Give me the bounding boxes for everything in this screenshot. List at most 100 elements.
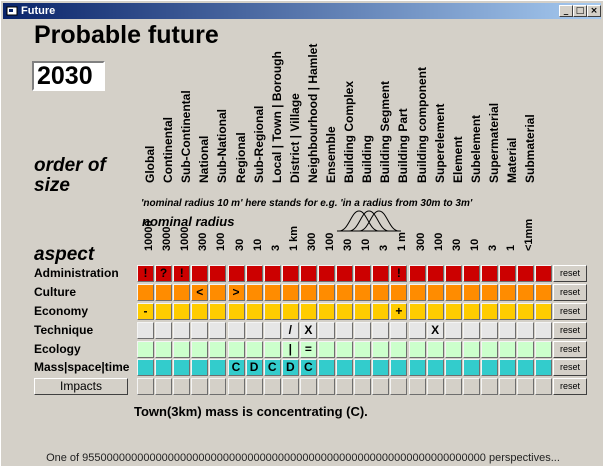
grid-cell[interactable] [372,284,390,301]
grid-cell[interactable] [227,341,245,358]
grid-cell[interactable] [299,378,317,395]
grid-cell[interactable] [354,284,372,301]
grid-cell[interactable] [354,378,372,395]
grid-cell[interactable]: X [299,322,317,339]
grid-cell[interactable] [191,322,209,339]
grid-cell[interactable] [462,341,480,358]
grid-cell[interactable] [480,359,498,376]
grid-cell[interactable] [499,284,516,301]
grid-cell[interactable] [299,284,317,301]
grid-cell[interactable] [227,322,245,339]
grid-cell[interactable] [281,378,299,395]
grid-cell[interactable] [408,265,426,282]
grid-cell[interactable] [372,322,390,339]
grid-cell[interactable] [318,378,335,395]
grid-cell[interactable] [444,265,462,282]
grid-cell[interactable] [336,322,354,339]
grid-cell[interactable]: ! [173,265,191,282]
grid-cell[interactable] [155,284,173,301]
grid-cell[interactable] [390,359,408,376]
grid-cell[interactable]: ! [390,265,408,282]
reset-button[interactable]: reset [553,265,587,282]
grid-cell[interactable] [155,378,173,395]
reset-button[interactable]: reset [553,322,587,339]
grid-cell[interactable] [535,359,553,376]
grid-cell[interactable] [336,265,354,282]
close-button[interactable]: × [587,5,601,17]
grid-cell[interactable] [390,284,408,301]
grid-cell[interactable] [354,265,372,282]
grid-cell[interactable] [336,359,354,376]
grid-cell[interactable] [426,359,444,376]
grid-cell[interactable] [155,359,173,376]
grid-cell[interactable]: C [299,359,317,376]
grid-cell[interactable]: = [299,341,317,358]
year-input[interactable]: 2030 [32,61,105,91]
grid-cell[interactable] [426,265,444,282]
grid-cell[interactable] [245,303,263,320]
grid-cell[interactable] [444,284,462,301]
grid-cell[interactable] [408,378,426,395]
grid-cell[interactable] [462,359,480,376]
grid-cell[interactable]: ? [155,265,173,282]
grid-cell[interactable] [462,378,480,395]
reset-button[interactable]: reset [553,284,587,301]
grid-cell[interactable] [408,303,426,320]
grid-cell[interactable] [209,341,227,358]
grid-cell[interactable] [155,341,173,358]
impacts-button[interactable]: Impacts [34,378,128,395]
grid-cell[interactable]: D [281,359,299,376]
grid-cell[interactable] [318,322,335,339]
grid-cell[interactable] [209,322,227,339]
grid-cell[interactable] [318,359,335,376]
grid-cell[interactable] [245,341,263,358]
grid-cell[interactable] [318,303,335,320]
grid-cell[interactable] [191,303,209,320]
grid-cell[interactable] [480,265,498,282]
grid-cell[interactable] [191,359,209,376]
grid-cell[interactable] [318,265,335,282]
grid-cell[interactable] [499,303,516,320]
grid-cell[interactable] [191,265,209,282]
reset-button[interactable]: reset [553,378,587,395]
grid-cell[interactable] [354,359,372,376]
grid-cell[interactable] [372,341,390,358]
reset-button[interactable]: reset [553,303,587,320]
maximize-button[interactable]: □ [573,5,587,17]
grid-cell[interactable] [480,284,498,301]
grid-cell[interactable] [173,284,191,301]
grid-cell[interactable] [137,322,154,339]
grid-cell[interactable] [480,303,498,320]
grid-cell[interactable] [245,378,263,395]
grid-cell[interactable] [336,284,354,301]
grid-cell[interactable] [245,265,263,282]
grid-cell[interactable] [462,265,480,282]
grid-cell[interactable] [408,284,426,301]
grid-cell[interactable] [281,303,299,320]
grid-cell[interactable] [535,341,553,358]
grid-cell[interactable] [426,284,444,301]
grid-cell[interactable] [517,322,535,339]
grid-cell[interactable] [372,265,390,282]
grid-cell[interactable] [426,378,444,395]
grid-cell[interactable] [336,378,354,395]
grid-cell[interactable] [173,378,191,395]
grid-cell[interactable] [173,303,191,320]
grid-cell[interactable] [462,322,480,339]
grid-cell[interactable] [263,265,281,282]
grid-cell[interactable] [535,322,553,339]
grid-cell[interactable] [535,284,553,301]
grid-cell[interactable] [354,303,372,320]
grid-cell[interactable] [263,284,281,301]
grid-cell[interactable]: C [227,359,245,376]
grid-cell[interactable] [137,284,154,301]
grid-cell[interactable] [517,359,535,376]
grid-cell[interactable] [137,359,154,376]
grid-cell[interactable] [372,378,390,395]
grid-cell[interactable] [444,378,462,395]
grid-cell[interactable] [444,341,462,358]
reset-button[interactable]: reset [553,359,587,376]
grid-cell[interactable] [390,322,408,339]
grid-cell[interactable] [499,378,516,395]
grid-cell[interactable]: - [137,303,154,320]
